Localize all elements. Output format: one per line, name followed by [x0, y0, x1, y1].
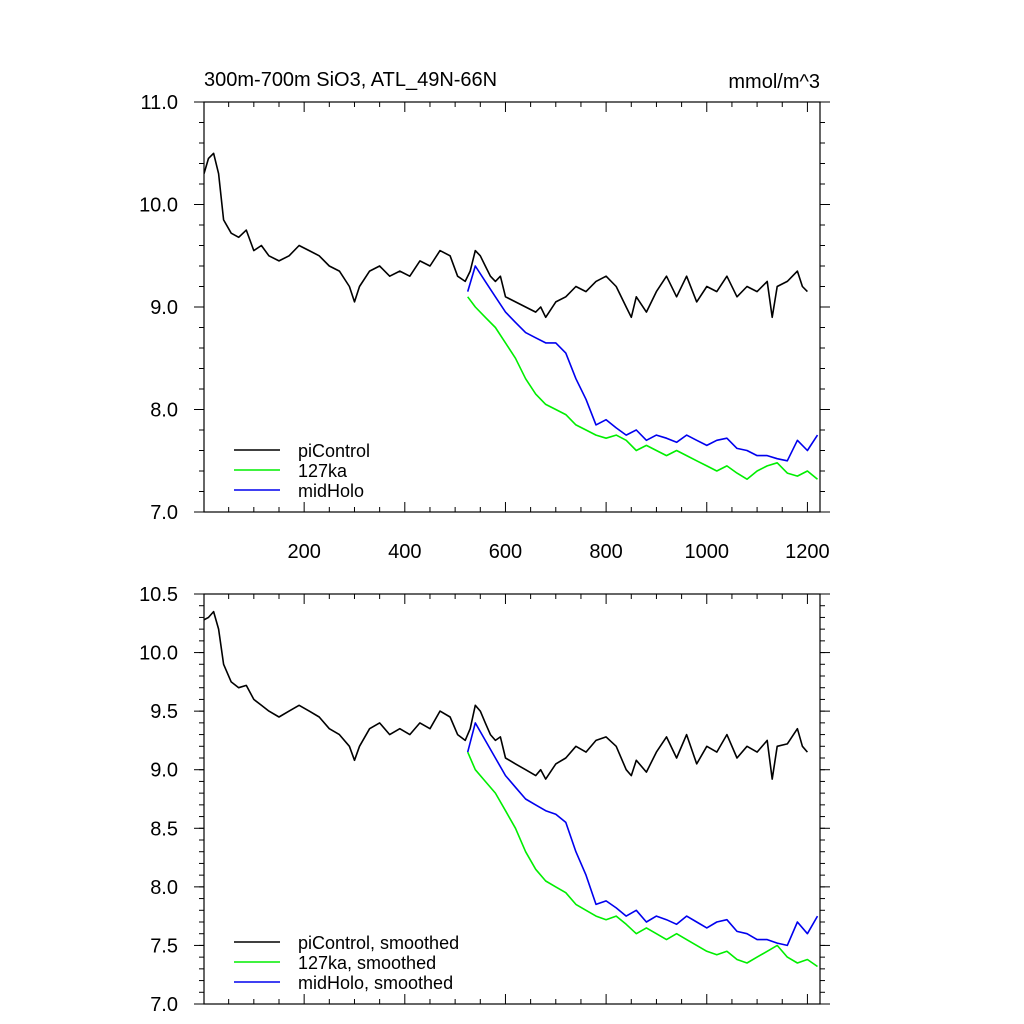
series-line-2: [466, 722, 819, 947]
bottom-panel: 7.0 7.5 8.0 8.5 9.0 9.5 10.0 10.5 piControl, smo…: [139, 584, 830, 1016]
x-tick-label: 600: [489, 541, 522, 563]
series-line-0: [204, 152, 808, 319]
y-tick-label: 10.5: [139, 584, 178, 606]
legend-label: 127ka: [298, 461, 348, 481]
legend-label: midHolo, smoothed: [298, 973, 453, 993]
series-line-2: [466, 265, 819, 462]
legend-label: piControl, smoothed: [298, 933, 459, 953]
series-line-0: [204, 610, 809, 780]
y-tick-label: 7.5: [150, 935, 178, 957]
y-tick-label: 9.5: [150, 701, 178, 723]
y-tick-label: 8.5: [150, 818, 178, 840]
y-tick-label: 7.0: [150, 502, 178, 524]
x-tick-label: 400: [388, 541, 421, 563]
legend-label: midHolo: [298, 481, 364, 501]
x-tick-label: 800: [589, 541, 622, 563]
legend-label: 127ka, smoothed: [298, 953, 436, 973]
y-tick-label: 8.0: [150, 400, 178, 422]
top-panel: 200 400 600 800 1000 1200 7.0 8.0 9.0 10.0 11.0 300…: [139, 69, 830, 563]
series-line-1: [467, 296, 819, 481]
y-tick-label: 9.0: [150, 297, 178, 319]
x-tick-label: 1000: [685, 541, 730, 563]
plot-frame: [203, 593, 821, 1005]
x-tick-label: 1200: [785, 541, 830, 563]
y-tick-label: 9.0: [150, 760, 178, 782]
chart-units: mmol/m^3: [728, 71, 820, 93]
chart-title: 300m-700m SiO3, ATL_49N-66N: [204, 69, 497, 91]
x-tick-label: 200: [287, 541, 320, 563]
y-tick-label: 11.0: [141, 92, 178, 114]
y-tick-label: 10.0: [139, 195, 178, 217]
y-tick-label: 10.0: [139, 643, 178, 665]
y-tick-label: 7.0: [150, 994, 178, 1016]
y-tick-label: 8.0: [150, 877, 178, 899]
legend-label: piControl: [298, 441, 370, 461]
series-line-1: [466, 751, 818, 968]
